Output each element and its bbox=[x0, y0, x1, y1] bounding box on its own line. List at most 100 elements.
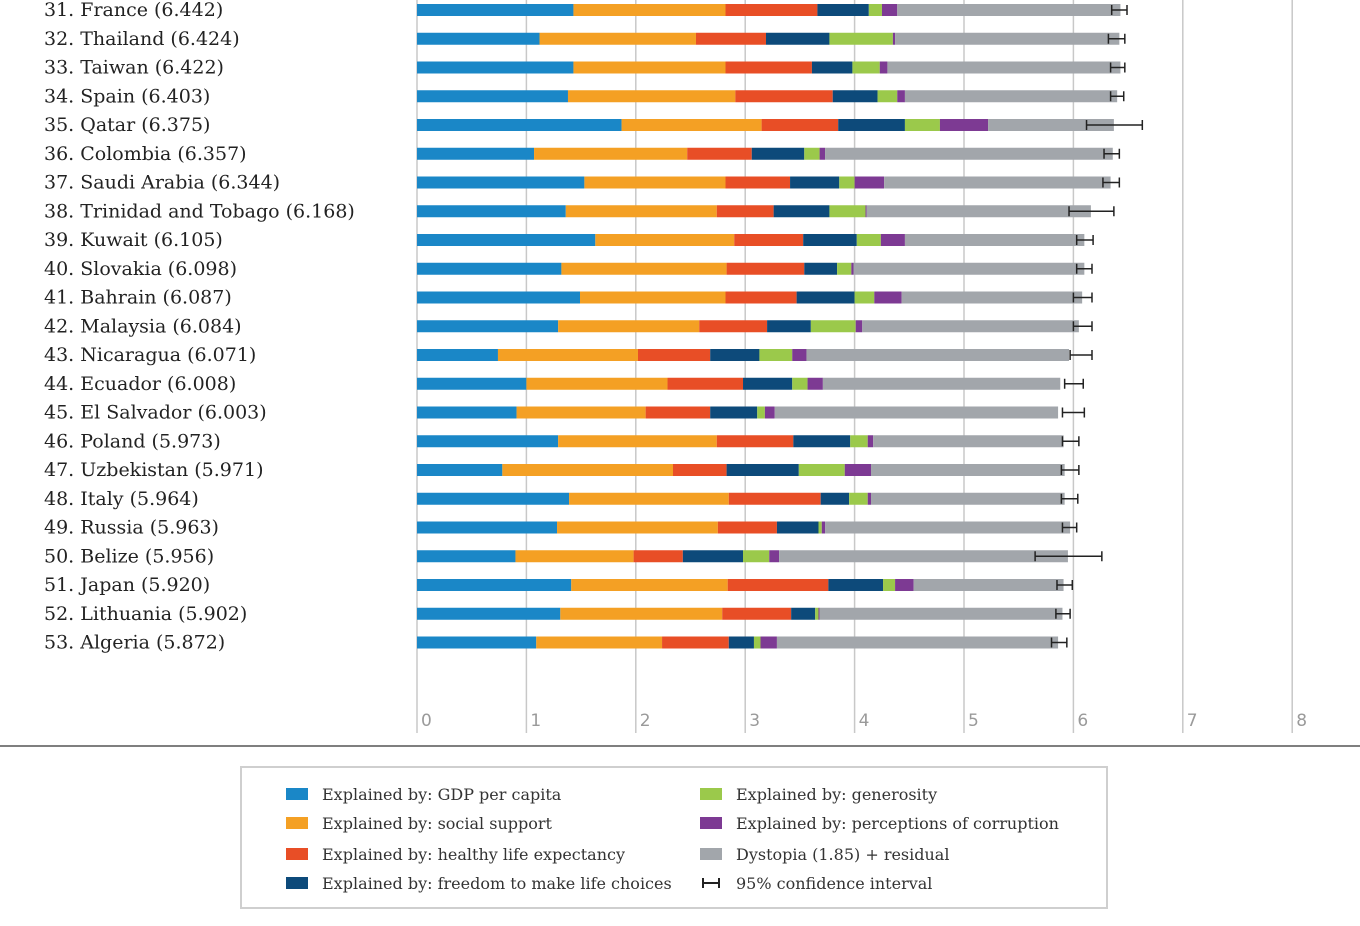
bar-segment-social bbox=[573, 61, 726, 74]
ci-whisker bbox=[1061, 436, 1080, 447]
bar-segment-health bbox=[734, 234, 804, 246]
bar-segment-health bbox=[725, 4, 818, 16]
country-label: 47. Uzbekistan (5.971) bbox=[44, 459, 263, 481]
bar-segment-corruption bbox=[867, 435, 874, 448]
bar-segment-freedom bbox=[710, 349, 760, 361]
bar-row bbox=[417, 119, 1114, 131]
bar-segment-generosity bbox=[815, 607, 819, 620]
bar-segment-generosity bbox=[792, 377, 808, 390]
bar-row bbox=[417, 205, 1091, 218]
bar-segment-gdp bbox=[417, 234, 596, 246]
bar-segment-gdp bbox=[417, 262, 562, 275]
ci-whisker bbox=[1068, 206, 1115, 217]
bar-segment-health bbox=[717, 521, 777, 534]
bar-segment-gdp bbox=[417, 521, 558, 534]
bar-segment-health bbox=[695, 32, 766, 45]
bar-segment-freedom bbox=[773, 205, 830, 218]
bar-segment-dystopia bbox=[774, 406, 1059, 419]
bar-row bbox=[417, 90, 1118, 103]
bar-row bbox=[417, 61, 1121, 74]
bar-row bbox=[417, 406, 1059, 419]
bar-segment-corruption bbox=[880, 234, 905, 246]
bar-segment-corruption bbox=[867, 492, 872, 505]
confidence-intervals bbox=[1034, 5, 1144, 648]
ci-whisker bbox=[1056, 580, 1074, 590]
country-label: 31. France (6.442) bbox=[44, 0, 223, 21]
bar-segment-generosity bbox=[757, 406, 765, 419]
bar-segment-freedom bbox=[743, 377, 793, 390]
bar-segment-social bbox=[515, 550, 634, 563]
country-label: 36. Colombia (6.357) bbox=[44, 143, 247, 165]
bar-segment-gdp bbox=[417, 90, 568, 103]
country-label: 41. Bahrain (6.087) bbox=[44, 287, 232, 309]
bar-segment-dystopia bbox=[776, 636, 1059, 649]
bar-segment-dystopia bbox=[895, 32, 1120, 45]
ci-whisker bbox=[1109, 91, 1125, 102]
bar-segment-freedom bbox=[776, 521, 819, 534]
bar-segment-health bbox=[687, 147, 752, 160]
bar-segment-health bbox=[728, 492, 821, 505]
bar-segment-health bbox=[662, 636, 729, 649]
bar-segment-freedom bbox=[793, 435, 851, 448]
legend-swatch-corruption bbox=[700, 817, 722, 829]
bar-segment-gdp bbox=[417, 61, 574, 74]
legend-label-freedom: Explained by: freedom to make life choic… bbox=[322, 873, 672, 893]
bar-segment-corruption bbox=[807, 377, 823, 390]
country-label: 48. Italy (5.964) bbox=[44, 488, 199, 510]
bar-row bbox=[417, 550, 1068, 563]
x-tick-label: 2 bbox=[640, 711, 651, 731]
bar-segment-generosity bbox=[868, 4, 882, 16]
x-tick-label: 0 bbox=[421, 711, 432, 731]
bar-segment-gdp bbox=[417, 119, 622, 131]
bar-segment-freedom bbox=[811, 61, 853, 74]
bar-segment-freedom bbox=[791, 607, 816, 620]
bar-segment-freedom bbox=[796, 291, 855, 304]
bar-segment-freedom bbox=[804, 262, 838, 275]
bar-row bbox=[417, 4, 1121, 16]
bar-segment-gdp bbox=[417, 464, 503, 476]
legend-label-gdp: Explained by: GDP per capita bbox=[322, 784, 562, 804]
bar-segment-dystopia bbox=[884, 176, 1111, 189]
bar-segment-corruption bbox=[939, 119, 989, 131]
bar-row bbox=[417, 320, 1079, 333]
legend-swatch-dystopia bbox=[700, 848, 722, 860]
bar-segment-corruption bbox=[855, 320, 863, 333]
bar-segment-freedom bbox=[710, 406, 758, 419]
bar-segment-social bbox=[565, 205, 717, 218]
bar-segment-dystopia bbox=[862, 320, 1079, 333]
bar-segment-dystopia bbox=[988, 119, 1114, 131]
bar-segment-freedom bbox=[751, 147, 805, 160]
bar-segment-corruption bbox=[769, 550, 780, 563]
bar-segment-social bbox=[571, 579, 728, 591]
ci-whisker bbox=[1109, 62, 1126, 73]
country-labels: 31. France (6.442) 32. Thailand (6.424) 33… bbox=[44, 0, 355, 654]
bar-segment-dystopia bbox=[904, 234, 1085, 246]
bar-segment-generosity bbox=[810, 320, 856, 333]
bar-segment-freedom bbox=[682, 550, 744, 563]
bar-segment-health bbox=[716, 205, 774, 218]
bar-segment-gdp bbox=[417, 550, 516, 563]
legend-label-generosity: Explained by: generosity bbox=[736, 784, 938, 804]
bar-row bbox=[417, 291, 1083, 304]
ci-whisker bbox=[1110, 5, 1128, 15]
country-label: 40. Slovakia (6.098) bbox=[44, 258, 237, 280]
bar-segment-social bbox=[558, 435, 717, 448]
bar-segment-generosity bbox=[753, 636, 761, 649]
bar-row bbox=[417, 176, 1111, 189]
bar-segment-dystopia bbox=[819, 607, 1063, 620]
bar-segment-corruption bbox=[895, 579, 914, 591]
bar-segment-health bbox=[667, 377, 744, 390]
legend-label-health: Explained by: healthy life expectancy bbox=[322, 844, 626, 864]
bar-segment-health bbox=[716, 435, 794, 448]
bar-segment-health bbox=[633, 550, 683, 563]
bar-segment-social bbox=[561, 262, 727, 275]
bar-segment-corruption bbox=[764, 406, 775, 419]
x-tick-label: 3 bbox=[749, 711, 760, 731]
bar-segment-social bbox=[621, 119, 762, 131]
bar-segment-gdp bbox=[417, 435, 559, 448]
legend-label-social: Explained by: social support bbox=[322, 813, 552, 833]
bar-segment-social bbox=[567, 90, 736, 103]
bar-segment-gdp bbox=[417, 607, 561, 620]
bar-row bbox=[417, 464, 1065, 476]
